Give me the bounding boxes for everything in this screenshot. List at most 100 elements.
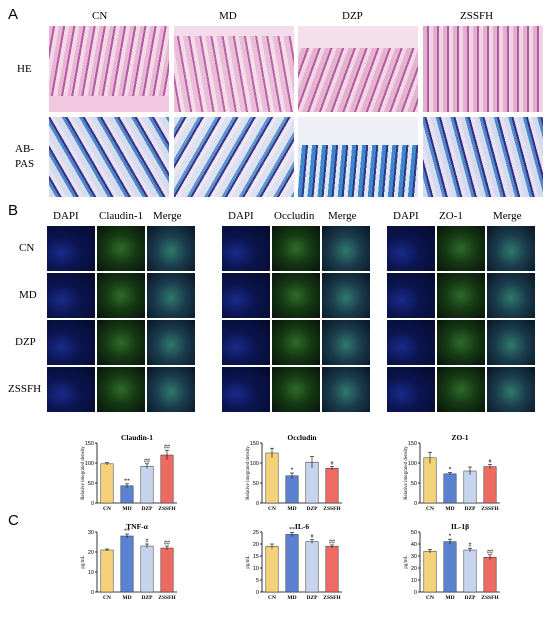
category-label: CN	[268, 595, 276, 601]
y-tick-label: 10	[253, 566, 259, 572]
if-image-1-0-2	[222, 320, 270, 365]
chart-title: Occludin	[287, 433, 317, 442]
chart-3: TNF-α 0 10 20 30 pg/mL CN ** MD # DZP ## ZSSFH	[81, 522, 177, 601]
bar-cn	[265, 452, 279, 504]
y-axis-label: pg/mL	[404, 555, 409, 568]
if-image-2-1-0	[437, 226, 485, 271]
y-tick-label: 0	[414, 501, 417, 507]
category-label: DZP	[465, 506, 477, 512]
he-image-cn	[49, 26, 169, 112]
chart-title: TNF-α	[126, 522, 148, 531]
if-image-1-0-1	[222, 273, 270, 318]
category-label: MD	[287, 506, 296, 512]
bar-zssfh	[483, 556, 497, 593]
if-row-label-cn: CN	[19, 242, 35, 254]
y-tick-label: 25	[253, 530, 259, 536]
if-image-1-0-0	[222, 226, 270, 271]
if-image-2-0-3	[387, 367, 435, 412]
category-label: CN	[426, 506, 434, 512]
if-image-0-0-0	[47, 226, 95, 271]
category-label: MD	[122, 506, 131, 512]
bar-md	[443, 541, 457, 593]
significance-mark: #	[311, 534, 314, 540]
category-label: MD	[122, 595, 131, 601]
bar-dzp	[463, 549, 477, 593]
y-tick-label: 30	[411, 554, 417, 560]
if-image-0-0-3	[47, 367, 95, 412]
hist-col-zssfh: ZSSFH	[460, 10, 494, 22]
hist-col-dzp: DZP	[342, 10, 363, 22]
abpas-image-cn	[49, 117, 169, 197]
if-row-label-md: MD	[19, 289, 37, 301]
significance-mark: #	[489, 459, 492, 465]
y-axis-label: pg/mL	[81, 555, 86, 568]
if-image-0-1-2	[97, 320, 145, 365]
category-label: ZSSFH	[158, 595, 176, 601]
significance-mark: **	[289, 527, 295, 533]
if-image-0-0-1	[47, 273, 95, 318]
bar-zssfh	[160, 454, 174, 504]
if-header-1-1: Occludin	[274, 210, 315, 222]
if-image-2-1-1	[437, 273, 485, 318]
if-header-1-2: Merge	[328, 210, 357, 222]
he-image-md	[174, 26, 294, 112]
y-tick-label: 0	[91, 590, 94, 596]
if-header-2-2: Merge	[493, 210, 522, 222]
panel-a-label: A	[8, 6, 19, 23]
category-label: DZP	[142, 595, 154, 601]
category-label: ZSSFH	[481, 595, 499, 601]
if-image-2-0-1	[387, 273, 435, 318]
category-label: MD	[445, 595, 454, 601]
significance-mark: #	[146, 539, 149, 545]
y-tick-label: 50	[411, 481, 417, 487]
bar-cn	[265, 546, 279, 593]
category-label: MD	[445, 506, 454, 512]
bar-zssfh	[160, 547, 174, 593]
if-image-2-0-2	[387, 320, 435, 365]
abpas-image-md	[174, 117, 294, 197]
if-image-2-1-2	[437, 320, 485, 365]
panel-b-label: B	[8, 202, 19, 219]
bar-md	[443, 473, 457, 504]
category-label: CN	[268, 506, 276, 512]
if-header-0-0: DAPI	[53, 210, 79, 222]
significance-mark: **	[124, 529, 130, 535]
panel-c-label: C	[8, 512, 19, 529]
bar-zssfh	[483, 466, 497, 504]
abpas-image-zssfh	[423, 117, 543, 197]
y-axis-label: pg/mL	[246, 555, 251, 568]
hist-col-md: MD	[219, 10, 237, 22]
y-tick-label: 5	[256, 578, 259, 584]
y-axis-label: Relative integrated density	[404, 446, 409, 500]
y-tick-label: 30	[88, 530, 94, 536]
y-tick-label: 50	[88, 481, 94, 487]
category-label: DZP	[465, 595, 477, 601]
if-image-2-2-1	[487, 273, 535, 318]
significance-mark: *	[449, 534, 452, 540]
bar-cn	[100, 549, 114, 593]
chart-4: IL-6 0 5 10 15 20 25 pg/mL CN ** MD # DZP ## ZSSFH	[246, 522, 342, 601]
y-tick-label: 150	[408, 441, 417, 447]
chart-title: IL-1β	[451, 522, 469, 531]
if-header-0-1: Claudin-1	[99, 210, 143, 222]
bar-md	[120, 535, 134, 593]
y-tick-label: 150	[250, 441, 259, 447]
y-tick-label: 150	[85, 441, 94, 447]
y-tick-label: 50	[253, 481, 259, 487]
if-header-2-1: ZO-1	[439, 210, 463, 222]
category-label: CN	[103, 506, 111, 512]
category-label: DZP	[307, 506, 319, 512]
chart-title: Claudin-1	[121, 433, 153, 442]
chart-title: IL-6	[295, 522, 309, 531]
bar-cn	[100, 463, 114, 504]
y-tick-label: 0	[91, 501, 94, 507]
if-image-0-2-1	[147, 273, 195, 318]
hist-row-abpas-2: PAS	[15, 158, 35, 170]
if-image-2-2-3	[487, 367, 535, 412]
bar-dzp	[463, 470, 477, 504]
chart-title: ZO-1	[451, 433, 468, 442]
if-image-1-1-1	[272, 273, 320, 318]
